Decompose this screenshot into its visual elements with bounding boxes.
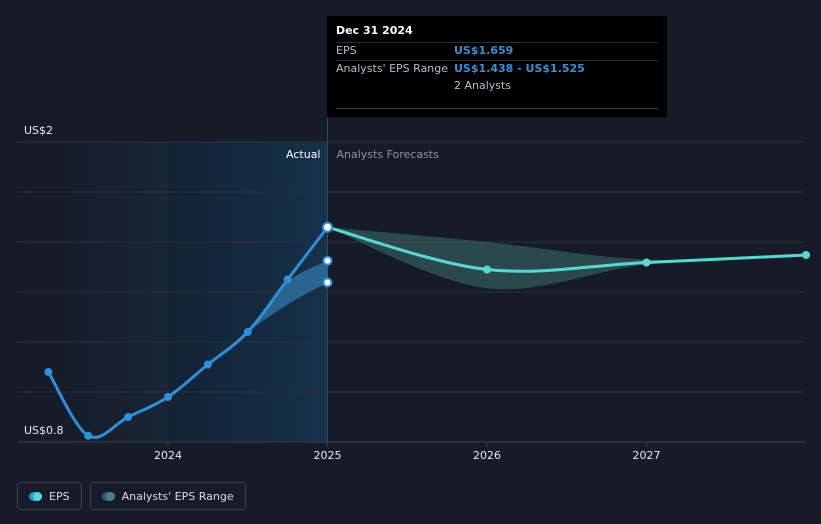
eps-point-actual-1: [84, 431, 93, 440]
eps-point-actual-2: [124, 413, 133, 421]
legend-item-eps[interactable]: EPS: [17, 482, 82, 510]
range-swatch-icon: [101, 491, 115, 501]
eps-point-forecast-3: [802, 251, 810, 259]
x-tick-label-3: 2027: [633, 449, 661, 462]
tooltip-row-eps: EPS US$1.659: [336, 42, 658, 60]
eps-range-band-forecast: [327, 227, 806, 290]
legend-item-range[interactable]: Analysts' EPS Range: [89, 482, 246, 510]
x-tick-label-2: 2026: [473, 449, 501, 462]
eps-line-forecast: [326, 225, 808, 273]
region-label-forecast: Analysts Forecasts: [337, 148, 440, 161]
tooltip-eps-value: US$1.659: [454, 44, 514, 57]
tooltip-analysts-count: 2 Analysts: [454, 79, 512, 92]
eps-swatch-icon: [29, 491, 42, 501]
legend-range-label: Analysts' EPS Range: [121, 489, 234, 503]
tooltip-date: Dec 31 2024: [336, 24, 413, 37]
eps-point-actual-3: [164, 393, 172, 401]
chart-legend: EPS Analysts' EPS Range: [17, 482, 246, 510]
hover-tooltip: Dec 31 2024 EPS US$1.659 Analysts' EPS R…: [327, 16, 667, 117]
tooltip-row-analysts: 2 Analysts: [336, 78, 658, 95]
eps-point-actual-7: [322, 221, 333, 233]
y-tick-label-0: US$2: [24, 124, 53, 137]
tooltip-range-value: US$1.438 - US$1.525: [454, 62, 585, 75]
range-marker-0: [322, 255, 333, 266]
tooltip-range-label: Analysts' EPS Range: [336, 62, 449, 75]
x-tick-label-0: 2024: [154, 449, 182, 462]
region-label-actual: Actual: [286, 148, 320, 161]
eps-point-actual-4: [203, 360, 212, 369]
eps-point-forecast-1: [483, 265, 491, 274]
y-tick-label-1: US$0.8: [24, 424, 64, 437]
eps-point-forecast-2: [642, 258, 651, 267]
eps-point-actual-6: [283, 275, 292, 284]
tooltip-eps-label: EPS: [336, 44, 357, 57]
legend-eps-label: EPS: [49, 489, 70, 503]
eps-point-actual-0: [44, 368, 53, 376]
eps-range-band-actual: [207, 260, 328, 365]
x-tick-label-1: 2025: [314, 449, 342, 462]
tooltip-analysts-spacer: [336, 78, 454, 95]
tooltip-row-range: Analysts' EPS Range US$1.438 - US$1.525: [336, 60, 658, 78]
eps-point-actual-5: [243, 328, 252, 336]
range-marker-1: [322, 277, 333, 288]
tooltip-divider: [336, 108, 658, 109]
